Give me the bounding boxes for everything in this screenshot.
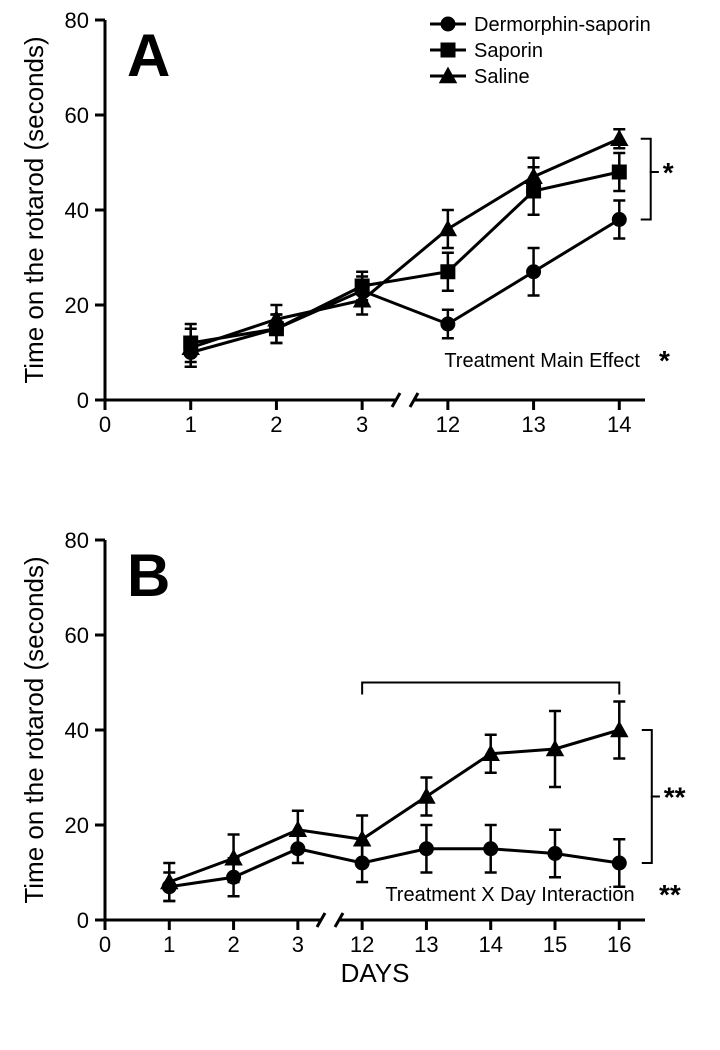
legend-item-label: Saline [474, 66, 530, 88]
figure: 020406080Time on the rotarod (seconds)01… [0, 0, 720, 1050]
svg-text:16: 16 [607, 932, 631, 957]
svg-text:20: 20 [65, 813, 89, 838]
svg-text:3: 3 [356, 412, 368, 437]
svg-text:14: 14 [478, 932, 502, 957]
svg-text:80: 80 [65, 528, 89, 553]
legend-item-label: Saporin [474, 40, 543, 62]
panel-a-svg: 0 20 40 60 80 Time on the rotarod (seconds) 0 1… [0, 0, 720, 500]
svg-text:2: 2 [270, 412, 282, 437]
svg-text:13: 13 [414, 932, 438, 957]
svg-text:**: ** [664, 782, 686, 813]
svg-text:12: 12 [436, 412, 460, 437]
annotation-text: Treatment Main Effect [444, 350, 640, 372]
panel-letter: A [127, 22, 170, 89]
y-axis-label: Time on the rotarod (seconds) [19, 36, 49, 383]
svg-text:40: 40 [65, 718, 89, 743]
svg-text:13: 13 [521, 412, 545, 437]
panel-letter: B [127, 542, 170, 609]
annotation-text: Treatment X Day Interaction [385, 884, 634, 906]
svg-text:60: 60 [65, 623, 89, 648]
legend-item-label: Dermorphin-saporin [474, 14, 651, 36]
svg-text:80: 80 [65, 8, 89, 33]
svg-text:0: 0 [99, 412, 111, 437]
x-axis-label: DAYS [341, 958, 410, 988]
svg-text:*: * [663, 157, 674, 188]
svg-text:0: 0 [77, 388, 89, 413]
svg-text:12: 12 [350, 932, 374, 957]
svg-text:*: * [659, 345, 670, 376]
svg-text:1: 1 [185, 412, 197, 437]
svg-text:40: 40 [65, 198, 89, 223]
svg-text:0: 0 [77, 908, 89, 933]
svg-text:20: 20 [65, 293, 89, 318]
panel-b: 0 20 40 60 80 Time on the rotarod (seconds) 0 1… [0, 520, 720, 1050]
svg-text:1: 1 [163, 932, 175, 957]
panel-b-svg: 0 20 40 60 80 Time on the rotarod (seconds) 0 1… [0, 520, 720, 1050]
svg-text:15: 15 [543, 932, 567, 957]
svg-text:2: 2 [227, 932, 239, 957]
svg-text:60: 60 [65, 103, 89, 128]
svg-text:**: ** [659, 879, 681, 910]
svg-text:0: 0 [99, 932, 111, 957]
y-axis-label: Time on the rotarod (seconds) [19, 556, 49, 903]
svg-text:3: 3 [292, 932, 304, 957]
svg-text:14: 14 [607, 412, 631, 437]
panel-a: 0 20 40 60 80 Time on the rotarod (seconds) 0 1… [0, 0, 720, 500]
